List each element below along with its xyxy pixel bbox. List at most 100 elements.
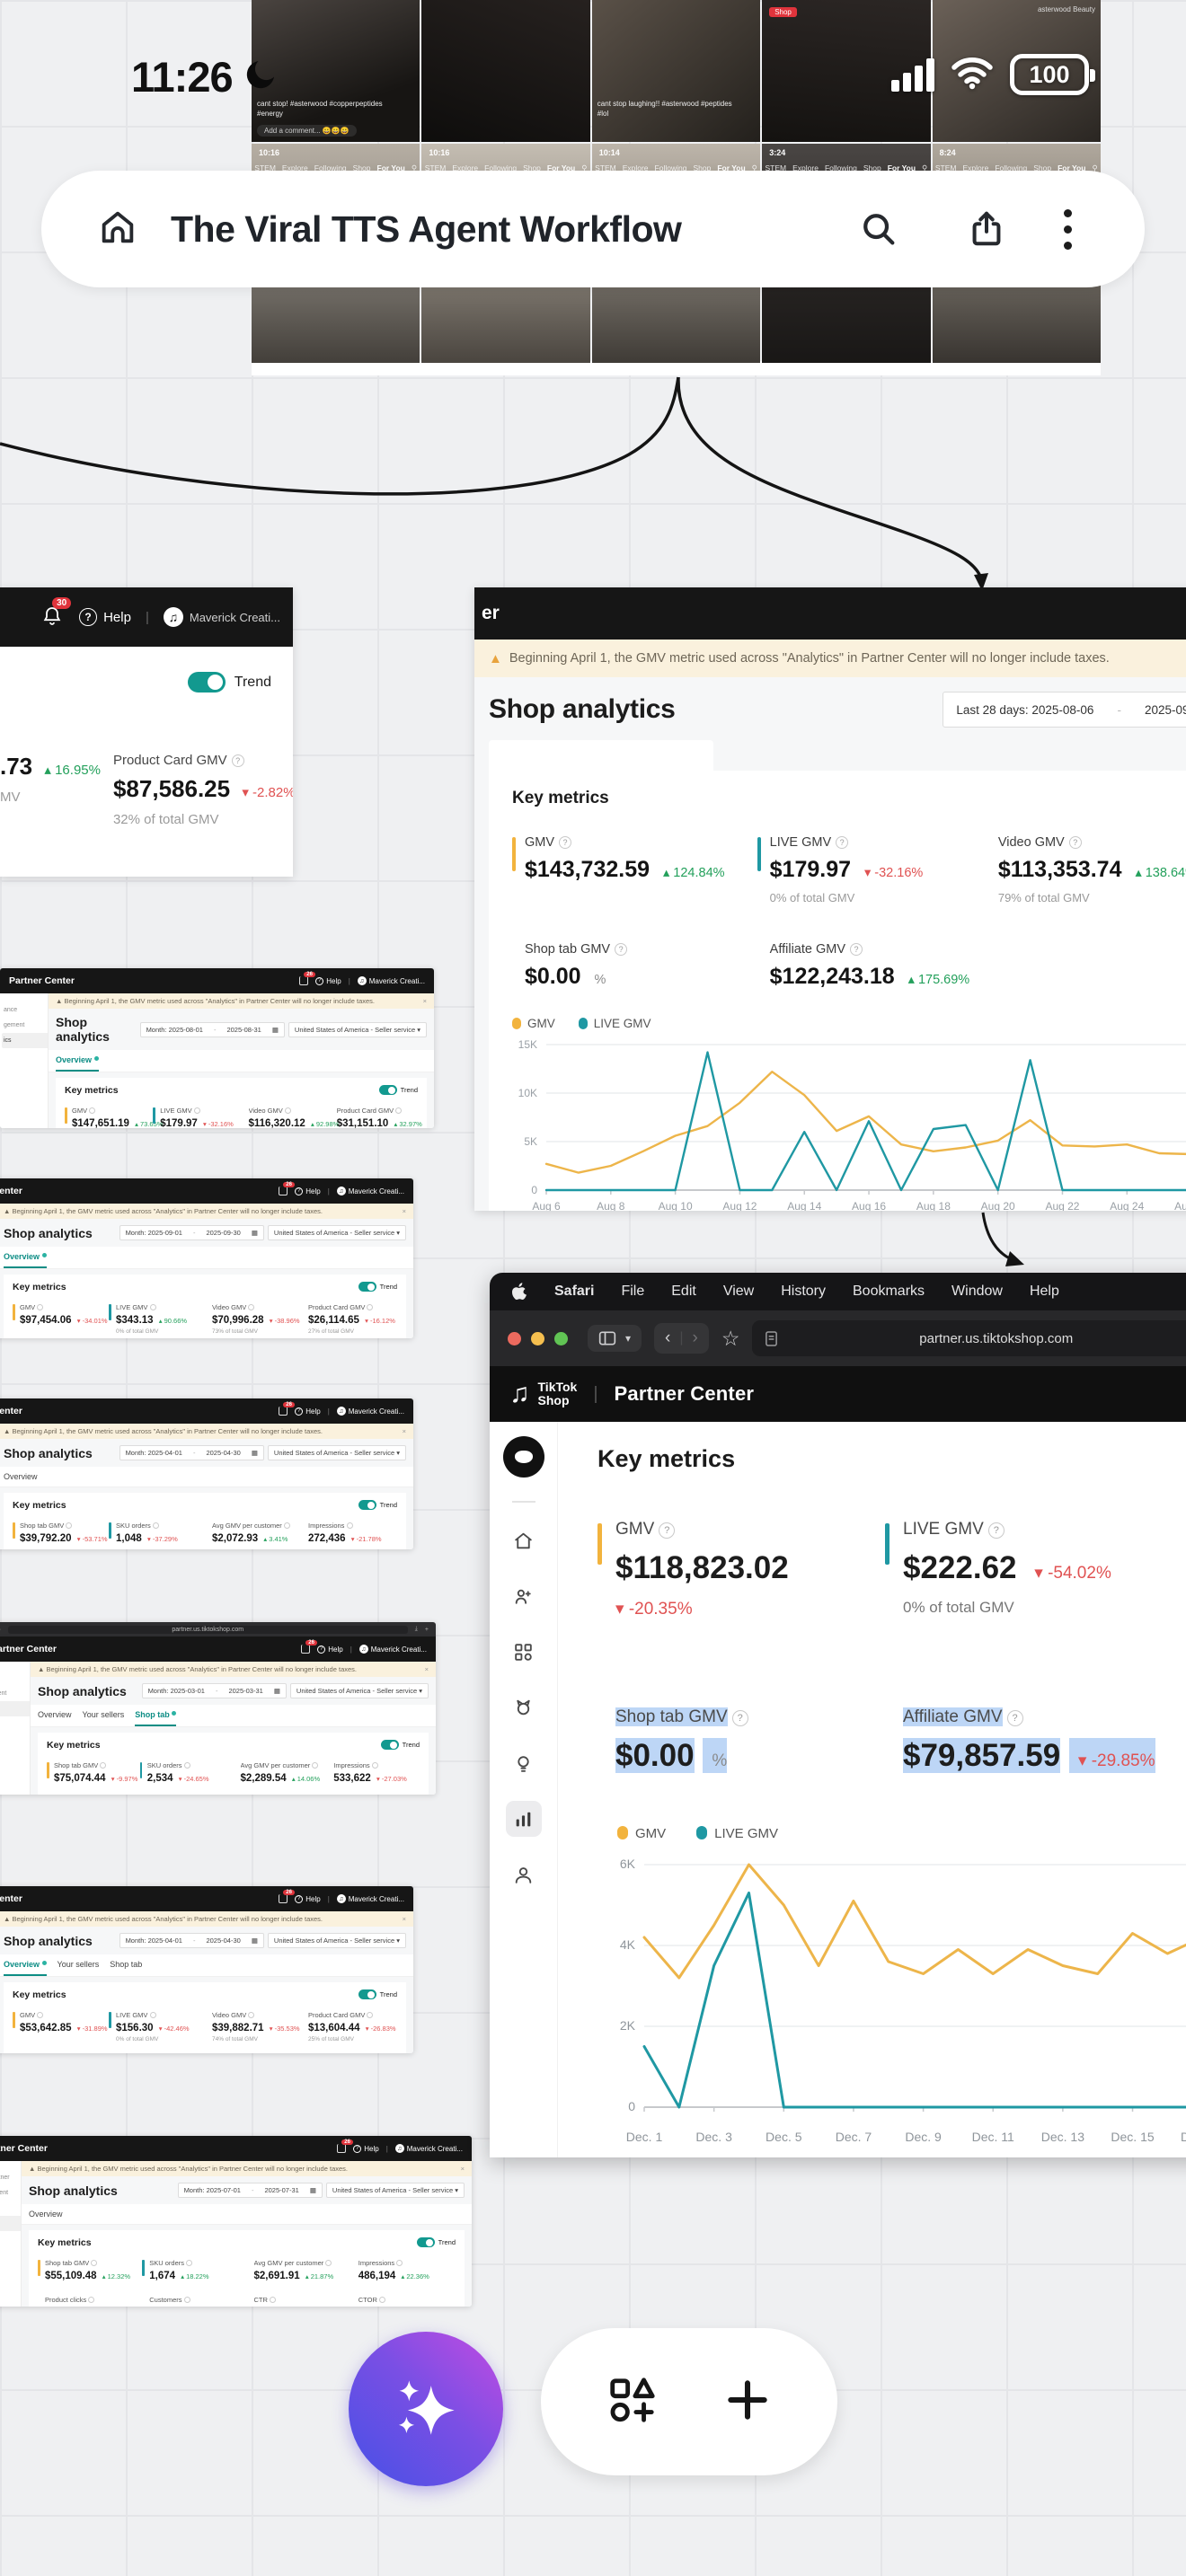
menu-bookmarks[interactable]: Bookmarks [853, 1284, 925, 1299]
address-bar[interactable]: partner.us.tiktokshop.com [752, 1320, 1186, 1356]
sidebar-idea-icon[interactable] [506, 1745, 542, 1781]
app-name: Partner Center [614, 1382, 755, 1405]
search-button[interactable] [825, 208, 933, 250]
mini-region-select[interactable]: United States of America - Seller servic… [288, 1021, 427, 1037]
mini-trend-toggle[interactable] [358, 1500, 376, 1510]
mini-region-select[interactable]: United States of America - Seller servic… [267, 1445, 406, 1460]
menu-safari[interactable]: Safari [554, 1284, 595, 1299]
legend-live-gmv[interactable]: LIVE GMV [696, 1826, 778, 1841]
video-thumbnail[interactable]: cant stop! #asterwood #copperpeptides #e… [252, 0, 420, 142]
menu-view[interactable]: View [722, 1284, 755, 1299]
sidebar-apps-icon[interactable] [506, 1634, 542, 1670]
video-thumbnail[interactable] [421, 0, 590, 142]
help-button[interactable]: ? Help [79, 608, 131, 626]
mini-region-select[interactable]: United States of America - Seller servic… [289, 1683, 429, 1698]
thumbnail-clock: 8:24 [939, 148, 956, 157]
mini-date-range[interactable]: Month: 2025-03-01-2025-03-31 ▦ [141, 1683, 287, 1698]
mini-dashboard-screenshot[interactable]: Partner Center 26 ?Help | ♫Maverick Crea… [0, 1398, 413, 1549]
shop-analytics-screenshot[interactable]: er ▲ Beginning April 1, the GMV metric u… [474, 587, 1186, 1211]
tab-overview[interactable]: Overview [38, 1710, 72, 1719]
sidebar-fragment: ervice [0, 2201, 21, 2216]
tab-overview[interactable]: Overview [4, 1472, 38, 1481]
safari-window-screenshot[interactable]: Safari File Edit View History Bookmarks Window… [490, 1273, 1186, 2157]
metric-impressions: Impressions 272,436 ▾ -21.78% [308, 1522, 382, 1544]
tab-your-sellers[interactable]: Your sellers [82, 1710, 125, 1719]
apple-logo-icon[interactable] [511, 1282, 527, 1301]
mini-date-range[interactable]: Month: 2025-04-01-2025-04-30 ▦ [119, 1933, 264, 1948]
date-range-picker[interactable]: Last 28 days: 2025-08-06 - 2025-09-02 [943, 692, 1186, 728]
mini-trend-toggle[interactable] [358, 1989, 376, 1999]
tab-shop-tab[interactable]: Shop tab [135, 1710, 177, 1726]
sidebar-team-icon[interactable] [506, 1578, 542, 1614]
sidebar-fragment: gement [4, 1022, 25, 1028]
more-options-button[interactable] [1040, 208, 1094, 250]
mini-date-range[interactable]: Month: 2025-08-01-2025-08-31 ▦ [139, 1021, 285, 1037]
video-thumbnail[interactable]: cant stop laughing!! #asterwood #peptide… [591, 0, 761, 142]
tab-overview[interactable]: Overview [29, 2210, 63, 2219]
mini-dashboard-screenshot[interactable]: Partner Center 26 ?Help | ♫Maverick Crea… [0, 968, 434, 1128]
mini-region-select[interactable]: United States of America - Seller servic… [325, 2183, 465, 2198]
sidebar-account-icon[interactable] [506, 1857, 542, 1892]
mini-region-select[interactable]: United States of America - Seller servic… [267, 1225, 406, 1240]
mini-trend-toggle[interactable] [380, 1740, 399, 1750]
svg-text:Aug 8: Aug 8 [597, 1200, 625, 1211]
tab-shop-tab[interactable]: Shop tab [110, 1960, 143, 1969]
tab-overview[interactable]: Overview [4, 1960, 47, 1976]
account-menu[interactable]: ♫ Maverick Creati... [163, 607, 280, 627]
add-button[interactable] [722, 2375, 773, 2430]
video-thumbnail[interactable]: Shop [762, 0, 931, 142]
share-button[interactable] [933, 208, 1040, 250]
ai-assistant-button[interactable] [349, 2332, 503, 2486]
legend-live-gmv[interactable]: LIVE GMV [578, 1017, 651, 1030]
metric-avg-gmv-per-customer: Avg GMV per customer $2,691.91 ▴ 21.87% [253, 2259, 334, 2281]
video-thumbnail[interactable]: asterwood Beauty [932, 0, 1101, 142]
mini-dashboard-screenshot[interactable]: ‹›partner.us.tiktokshop.com⤓+ Partner Ce… [0, 1622, 436, 1795]
window-controls[interactable] [508, 1331, 568, 1345]
mini-date-range[interactable]: Month: 2025-07-01-2025-07-31 ▦ [177, 2183, 323, 2198]
home-button[interactable] [97, 207, 138, 252]
menu-window[interactable]: Window [951, 1284, 1003, 1299]
partner-center-sidebar [490, 1422, 558, 2157]
bookmarks-star-button[interactable]: ☆ [721, 1326, 740, 1350]
metric-product-card-gmv: Product Card GMV $31,151.10 ▴ 32.97% 21%… [336, 1107, 422, 1128]
mini-trend-toggle[interactable] [358, 1282, 376, 1292]
mini-region-select[interactable]: United States of America - Seller servic… [267, 1933, 406, 1948]
tiktok-shop-logo[interactable]: ♫ TikTok Shop [509, 1379, 578, 1408]
sidebar-analytics-icon[interactable] [505, 1801, 542, 1837]
tab-overview[interactable]: Overview [4, 1252, 47, 1268]
sidebar-fragment: gement [0, 1690, 7, 1697]
legend-gmv[interactable]: GMV [512, 1017, 555, 1030]
menu-history[interactable]: History [781, 1284, 826, 1299]
mini-date-range[interactable]: Month: 2025-04-01-2025-04-30 ▦ [119, 1445, 264, 1460]
mini-dashboard-screenshot[interactable]: Partner Center 26 ?Help | ♫Maverick Crea… [0, 2136, 472, 2307]
mini-trend-toggle[interactable] [378, 1085, 397, 1095]
svg-text:5K: 5K [524, 1135, 537, 1148]
trend-toggle[interactable] [187, 672, 226, 693]
sidebar-toggle-button[interactable]: ▾ [588, 1325, 642, 1352]
mini-trend-toggle[interactable] [416, 2237, 435, 2247]
avatar[interactable] [502, 1436, 544, 1478]
tab-your-sellers[interactable]: Your sellers [57, 1960, 100, 1969]
sidebar-fragment: ance [4, 1007, 18, 1013]
tab-overview[interactable]: Overview [56, 1055, 99, 1072]
notifications-bell-icon[interactable]: 30 [41, 597, 72, 629]
legend-gmv[interactable]: GMV [617, 1826, 666, 1841]
mini-dashboard-screenshot[interactable]: Partner Center 26 ?Help | ♫Maverick Crea… [0, 1886, 413, 2053]
forward-button[interactable]: › [692, 1328, 698, 1347]
thumbnail-clock: 10:14 [598, 148, 620, 157]
mini-url: partner.us.tiktokshop.com [7, 1625, 408, 1634]
menu-file[interactable]: File [621, 1284, 645, 1299]
overview-tab-chip[interactable] [489, 740, 713, 771]
insert-elements-button[interactable] [606, 2374, 658, 2430]
mini-date-range[interactable]: Month: 2025-09-01-2025-09-30 ▦ [119, 1225, 264, 1240]
menu-help[interactable]: Help [1029, 1284, 1059, 1299]
back-button[interactable]: ‹ [665, 1328, 671, 1347]
mini-page-title: Shop analytics [38, 1683, 127, 1698]
metric-sku-orders: SKU orders 1,674 ▴ 18.22% [142, 2259, 246, 2281]
sidebar-home-icon[interactable] [506, 1522, 542, 1558]
menu-edit[interactable]: Edit [671, 1284, 696, 1299]
status-bar-right: 100 [891, 54, 1095, 95]
sidebar-pet-icon[interactable] [506, 1689, 542, 1725]
left-analytics-screenshot[interactable]: 30 ? Help | ♫ Maverick Creati... Trend .7… [0, 587, 293, 877]
mini-dashboard-screenshot[interactable]: Partner Center 26 ?Help | ♫Maverick Crea… [0, 1178, 413, 1338]
